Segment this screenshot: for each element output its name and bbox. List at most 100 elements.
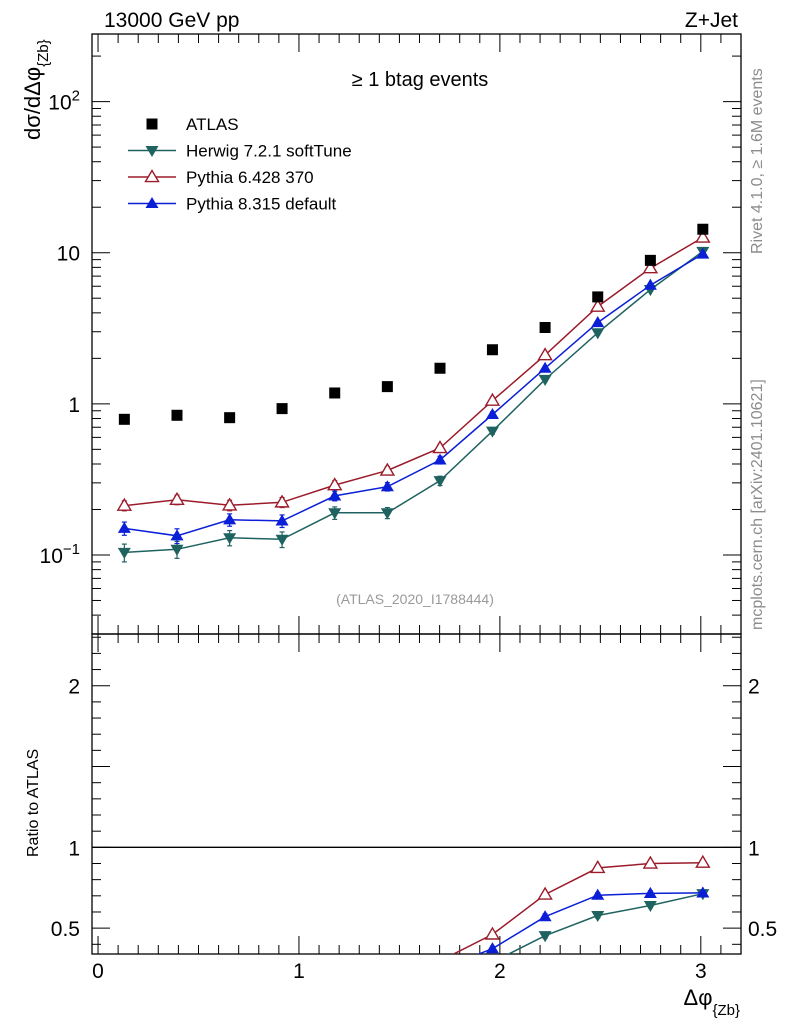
ratio-y-tick-label-right: 1: [748, 837, 760, 860]
main-point: [433, 476, 447, 488]
ratio-point: [485, 942, 499, 954]
ratio-point: [328, 978, 341, 989]
main-point: [221, 497, 238, 511]
legend-marker: [144, 169, 160, 183]
main-point: [379, 462, 396, 476]
y-tick-label: 10: [57, 243, 80, 266]
ratio-point: [643, 886, 657, 898]
main-point: [275, 514, 289, 526]
main-panel: 10−1 1 10 102 ≥ 1 btag events (ATLAS_2020_I…: [40, 33, 742, 635]
ratio-y-tick-label-right: 0.5: [748, 918, 777, 941]
main-point: [592, 291, 604, 303]
main-line-pythia6: [124, 236, 704, 507]
y-tick-label: 10−1: [40, 541, 80, 568]
ratio-point: [538, 931, 552, 943]
ratio-point: [537, 886, 553, 900]
main-point: [538, 374, 552, 386]
x-tick-label: 2: [494, 960, 506, 983]
main-point: [170, 544, 184, 556]
source-label: mcplots.cern.ch [arXiv:2401.10621]: [749, 379, 766, 630]
ratio-herwig: [276, 889, 710, 993]
main-point: [696, 247, 710, 259]
main-point: [432, 440, 448, 454]
main-point: [223, 513, 237, 525]
x-tick-label: 3: [695, 960, 707, 983]
legend-marker: [146, 118, 158, 130]
ratio-pythia6: [118, 854, 711, 971]
main-point: [538, 361, 552, 373]
ratio-point: [696, 886, 710, 898]
main-herwig: [117, 246, 710, 563]
main-point: [433, 453, 447, 465]
ratio-point: [276, 982, 289, 993]
ratio-pythia8: [118, 886, 710, 988]
legend-label: Herwig 7.2.1 softTune: [186, 142, 352, 161]
ratio-point: [170, 977, 183, 988]
ratio-y-tick-label-right: 2: [748, 676, 760, 699]
ratio-point: [118, 972, 131, 983]
main-atlas: [118, 223, 709, 425]
ratio-point: [328, 969, 341, 980]
legend-item: ATLAS: [146, 115, 239, 134]
ratio-point: [223, 960, 236, 971]
ratio-point: [381, 981, 394, 992]
main-point: [539, 321, 551, 333]
ratio-point: [381, 967, 394, 978]
ratio-point: [434, 963, 447, 974]
main-point: [590, 298, 606, 312]
main-point: [276, 403, 288, 415]
main-point: [381, 381, 393, 393]
ratio-y-tick-label: 1: [68, 837, 80, 860]
x-tick-label: 0: [92, 960, 104, 983]
ratio-point: [590, 859, 606, 874]
main-line-herwig: [124, 250, 704, 554]
legend-marker: [145, 145, 159, 157]
ratio-line-pythia6: [452, 861, 703, 954]
main-point: [116, 497, 133, 511]
main-point: [486, 344, 498, 356]
ratio-point: [591, 888, 605, 900]
legend-label: Pythia 8.315 default: [186, 195, 337, 214]
main-point: [695, 229, 711, 243]
main-point: [697, 223, 709, 235]
x-tick-label: 1: [293, 960, 305, 983]
main-line-pythia8: [124, 253, 704, 537]
y-tick-label: 102: [48, 88, 80, 115]
main-point: [591, 316, 605, 328]
ratio-y-axis-label: Ratio to ATLAS: [25, 749, 42, 857]
ratio-point: [170, 958, 183, 969]
rivet-label: Rivet 4.1.0, ≥ 1.6M events: [749, 68, 766, 254]
main-point: [485, 408, 499, 420]
y-tick-label: 1: [68, 394, 80, 417]
main-pythia6: [116, 229, 711, 512]
main-point: [118, 413, 130, 425]
ratio-point: [118, 959, 131, 970]
ratio-point: [484, 926, 501, 940]
main-point: [380, 480, 394, 492]
legend-marker: [145, 197, 159, 209]
ratio-point: [381, 958, 394, 969]
main-point: [644, 254, 656, 266]
ratio-line-pythia8: [476, 892, 703, 954]
main-point: [537, 347, 553, 361]
main-axis-ticks: [92, 34, 742, 635]
legend-label: Pythia 6.428 370: [186, 168, 314, 187]
analysis-watermark: (ATLAS_2020_I1788444): [336, 591, 494, 607]
main-point: [328, 489, 342, 501]
ratio-y-tick-label: 2: [68, 676, 80, 699]
ratio-y-tick-label: 0.5: [51, 918, 80, 941]
energy-label: 13000 GeV pp: [104, 9, 239, 32]
ratio-point: [538, 910, 552, 922]
ratio-point: [643, 900, 657, 913]
ratio-point: [434, 975, 447, 986]
ratio-point: [223, 968, 236, 979]
ratio-y-tick-labels: 0.5 0.5 1 1 2 2: [51, 676, 777, 941]
legend-label: ATLAS: [186, 115, 239, 134]
ratio-point: [276, 973, 289, 984]
main-point: [643, 278, 657, 290]
ratio-point: [642, 855, 659, 869]
main-pythia8: [117, 247, 710, 545]
ratio-point: [439, 953, 441, 954]
main-point: [274, 494, 290, 508]
main-point: [170, 529, 184, 541]
